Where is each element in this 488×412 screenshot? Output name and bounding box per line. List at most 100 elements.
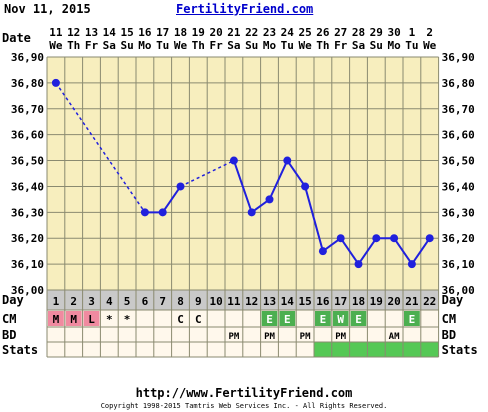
cm-cell-highlight [315, 311, 331, 326]
day-number: 8 [177, 295, 184, 308]
date-label: 14 [103, 26, 117, 39]
bd-row-label-right: BD [442, 328, 456, 342]
y-tick-label-left: 36,10 [11, 258, 44, 271]
date-label: 16 [138, 26, 152, 39]
y-tick-label-right: 36,80 [442, 77, 475, 90]
y-tick-label-right: 36,10 [442, 258, 475, 271]
stats-cell [420, 342, 439, 357]
cm-cell-highlight [48, 311, 64, 326]
stats-cell [367, 342, 386, 357]
temp-segment [232, 160, 253, 213]
y-tick-label-left: 36,40 [11, 180, 44, 193]
y-tick-label-right: 36,20 [442, 232, 475, 245]
date-label: 29 [370, 26, 383, 39]
date-label: 30 [387, 26, 400, 39]
day-number: 16 [316, 295, 330, 308]
stats-cell [403, 342, 421, 357]
y-tick-label-left: 36,70 [11, 103, 44, 116]
weekday-label: Fr [334, 39, 348, 52]
temp-point [283, 156, 292, 165]
chart-date: Nov 11, 2015 [4, 2, 91, 16]
day-number: 11 [227, 295, 241, 308]
cm-value: L [88, 313, 95, 326]
day-number: 20 [387, 295, 400, 308]
cm-row-label: CM [2, 312, 16, 326]
day-number: 6 [142, 295, 149, 308]
temp-segment [286, 159, 306, 188]
date-label: 12 [67, 26, 80, 39]
cm-cell-highlight [65, 311, 82, 326]
site-link[interactable]: FertilityFriend.com [176, 2, 314, 16]
day-number: 13 [263, 295, 276, 308]
y-tick-label-right: 36,30 [442, 206, 475, 219]
stats-cell [385, 342, 403, 357]
date-label: 11 [49, 26, 63, 39]
footer-copyright: Copyright 1998-2015 Tamtris Web Services… [100, 402, 388, 410]
y-tick-label-left: 36,00 [11, 284, 44, 297]
cm-cell-highlight [261, 311, 278, 326]
temp-segment [339, 237, 360, 265]
temp-point [158, 208, 167, 217]
temp-point [407, 260, 416, 269]
day-number: 4 [106, 295, 113, 308]
temp-point [354, 260, 363, 269]
cm-value: E [284, 313, 291, 326]
date-label: 22 [245, 26, 258, 39]
date-row-label: Date [2, 31, 31, 45]
footer-url: http://www.FertilityFriend.com [135, 386, 353, 400]
weekday-label: Mo [387, 39, 401, 52]
y-tick-label-left: 36,20 [11, 232, 44, 245]
weekday-label: Mo [138, 39, 152, 52]
cm-value: C [195, 313, 202, 326]
date-label: 24 [281, 26, 295, 39]
date-label: 13 [85, 26, 98, 39]
weekday-label: Sa [103, 39, 116, 52]
temp-segment-dashed [180, 159, 235, 188]
day-number: 17 [334, 295, 347, 308]
cm-cell-highlight [332, 311, 349, 326]
temp-point [390, 234, 399, 243]
weekday-label: Th [67, 39, 80, 52]
day-number: 15 [298, 295, 311, 308]
bd-value: AM [389, 332, 400, 342]
stats-cell [331, 342, 350, 357]
weekday-label: Th [316, 39, 329, 52]
y-tick-label-right: 36,90 [442, 51, 475, 64]
date-label: 28 [352, 26, 365, 39]
day-number: 18 [352, 295, 365, 308]
weekday-label: We [423, 39, 437, 52]
date-label: 2 [426, 26, 433, 39]
date-label: 19 [192, 26, 205, 39]
cm-value: * [106, 313, 113, 326]
day-number: 12 [245, 295, 258, 308]
day-number: 9 [195, 295, 202, 308]
temp-segment [268, 160, 289, 200]
temp-point [229, 156, 238, 165]
y-tick-label-left: 36,90 [11, 51, 44, 64]
stats-row-label: Stats [2, 343, 38, 357]
weekday-label: Tu [281, 39, 294, 52]
cm-value: E [320, 313, 327, 326]
cm-value: E [355, 313, 362, 326]
y-tick-label-right: 36,50 [442, 155, 475, 168]
cm-value: W [337, 313, 344, 326]
cm-value: * [124, 313, 131, 326]
date-label: 25 [298, 26, 311, 39]
y-tick-label-right: 36,70 [442, 103, 475, 116]
temp-point [425, 234, 434, 243]
cm-value: E [266, 313, 273, 326]
weekday-label: Fr [209, 39, 223, 52]
temp-segment [357, 237, 378, 265]
weekday-label: We [49, 39, 63, 52]
temp-segment-dashed [55, 82, 146, 213]
date-label: 26 [316, 26, 330, 39]
temp-segment [161, 185, 182, 213]
weekday-label: Th [192, 39, 205, 52]
weekday-label: Su [370, 39, 383, 52]
weekday-label: Mo [263, 39, 277, 52]
y-tick-label-right: 36,60 [442, 129, 475, 142]
temp-segment [411, 237, 431, 265]
date-label: 23 [263, 26, 276, 39]
cm-row-label-right: CM [442, 312, 456, 326]
weekday-label: Su [120, 39, 133, 52]
